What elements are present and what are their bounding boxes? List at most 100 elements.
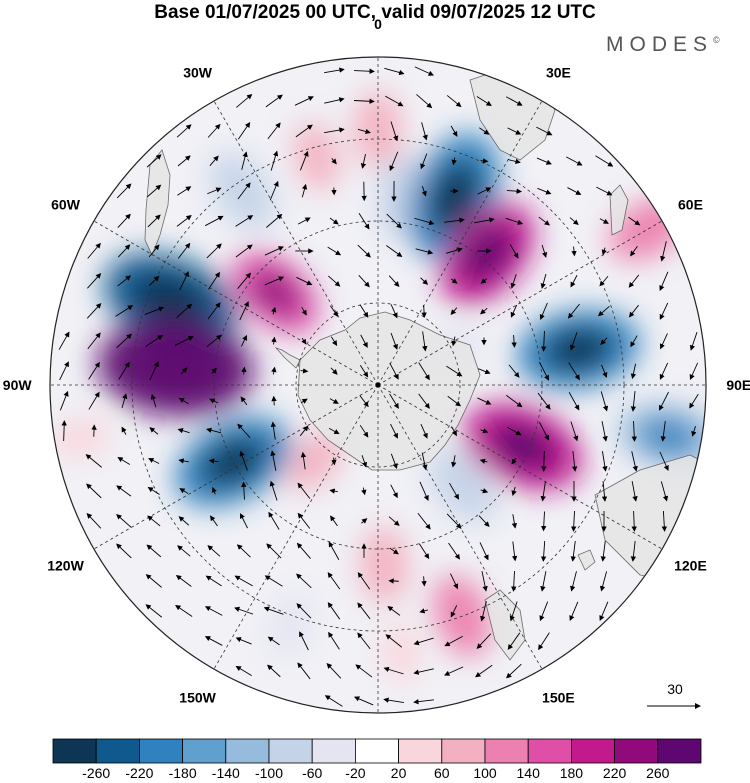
wind-arrow bbox=[209, 155, 219, 167]
wind-arrow bbox=[116, 183, 132, 199]
wind-arrow bbox=[176, 215, 192, 227]
wind-arrow bbox=[421, 186, 427, 197]
wind-arrow bbox=[299, 631, 309, 651]
wind-arrow bbox=[508, 364, 520, 378]
wind-arrow bbox=[330, 305, 339, 317]
wind-arrow bbox=[444, 666, 464, 676]
wind-arrow bbox=[266, 543, 282, 559]
colorbar-tick-label: 100 bbox=[473, 765, 497, 781]
wind-arrow bbox=[420, 423, 428, 439]
wind-arrow bbox=[296, 276, 313, 286]
colorbar-tick-label: -100 bbox=[255, 765, 283, 781]
copyright-mark: © bbox=[713, 35, 720, 45]
wind-arrow bbox=[180, 367, 188, 375]
wind-arrow bbox=[478, 515, 490, 527]
wind-arrow bbox=[414, 66, 434, 76]
wind-arrow bbox=[263, 606, 284, 615]
wind-arrow bbox=[330, 367, 338, 375]
wind-arrow bbox=[361, 518, 368, 524]
wind-arrow bbox=[177, 155, 191, 167]
wind-arrow bbox=[660, 241, 667, 262]
wind-arrow bbox=[383, 666, 404, 675]
wind-arrow bbox=[148, 458, 160, 464]
wind-arrow bbox=[87, 332, 101, 350]
longitude-label: 150E bbox=[542, 689, 575, 705]
meridian-line bbox=[213, 384, 379, 670]
wind-arrow bbox=[507, 426, 522, 436]
longitude-label: 120W bbox=[47, 557, 84, 573]
wind-arrow bbox=[538, 632, 550, 651]
wind-arrow bbox=[505, 96, 523, 106]
wind-arrow bbox=[509, 243, 519, 259]
colorbar-swatch bbox=[657, 738, 702, 764]
wind-arrow bbox=[296, 542, 311, 559]
colorbar: -260 -220 -180 -140 -100 -60 -20 20 60 100 140 180 2… bbox=[52, 738, 702, 781]
wind-arrow bbox=[327, 602, 341, 620]
wind-arrow bbox=[357, 602, 371, 620]
wind-arrow bbox=[570, 421, 579, 442]
wind-arrow bbox=[539, 601, 549, 622]
colorbar-tick-label: 180 bbox=[560, 765, 584, 781]
wind-arrow bbox=[660, 421, 666, 442]
wind-arrow bbox=[418, 362, 430, 381]
wind-arrow bbox=[511, 570, 517, 592]
wind-arrow bbox=[149, 427, 159, 435]
wind-arrow bbox=[481, 571, 488, 592]
wind-arrow bbox=[446, 513, 462, 529]
wind-arrow bbox=[420, 277, 429, 285]
colorbar-swatch bbox=[225, 738, 270, 764]
wind-arrow bbox=[360, 153, 367, 169]
wind-arrow bbox=[115, 305, 134, 317]
wind-arrow bbox=[146, 544, 162, 558]
wind-arrow bbox=[207, 302, 221, 320]
wind-arrow bbox=[476, 633, 492, 649]
wind-arrow bbox=[389, 393, 399, 409]
wind-arrow bbox=[601, 481, 608, 502]
wind-arrow bbox=[150, 393, 157, 408]
wind-arrow bbox=[148, 275, 160, 286]
wind-arrow bbox=[450, 278, 458, 284]
anomaly-core bbox=[461, 226, 514, 283]
wind-arrow bbox=[415, 248, 434, 255]
wind-arrow bbox=[178, 516, 190, 526]
wind-arrow bbox=[569, 217, 579, 226]
wind-arrow bbox=[353, 696, 374, 706]
wind-arrow bbox=[479, 542, 489, 561]
wind-arrow bbox=[235, 665, 252, 676]
colorbar-swatch bbox=[571, 738, 616, 764]
wind-arrow bbox=[264, 575, 283, 587]
wind-arrow bbox=[390, 453, 398, 470]
antarctic-peninsula bbox=[274, 347, 301, 369]
wind-arrow bbox=[209, 398, 219, 404]
wind-arrow bbox=[661, 510, 668, 532]
wind-arrow bbox=[300, 368, 309, 374]
wind-arrow bbox=[566, 156, 583, 166]
wind-arrow bbox=[480, 307, 488, 315]
wind-arrow bbox=[237, 272, 251, 289]
wind-arrow bbox=[327, 246, 342, 256]
wind-arrow bbox=[479, 127, 490, 135]
wind-arrow bbox=[87, 273, 102, 289]
wind-arrow bbox=[121, 393, 128, 409]
wind-arrow bbox=[208, 271, 220, 290]
wind-arrow bbox=[596, 186, 613, 196]
wind-arrow bbox=[451, 455, 457, 468]
wind-arrow bbox=[330, 515, 338, 527]
latitude-circle bbox=[295, 302, 461, 468]
wind-arrow bbox=[413, 637, 434, 646]
wind-arrow bbox=[569, 332, 578, 351]
wind-arrow bbox=[237, 182, 251, 200]
wind-arrow bbox=[270, 421, 277, 440]
wind-arrow bbox=[570, 275, 578, 288]
wind-arrow bbox=[413, 668, 434, 675]
wind-arrow bbox=[234, 575, 253, 587]
wind-arrow bbox=[414, 217, 435, 226]
wind-arrow bbox=[421, 122, 428, 141]
wind-arrow bbox=[480, 158, 489, 164]
longitude-label: 90E bbox=[726, 377, 750, 393]
wind-arrow bbox=[388, 275, 400, 287]
wind-arrow bbox=[511, 486, 517, 497]
wind-arrow bbox=[631, 481, 638, 502]
wind-arrow bbox=[147, 515, 161, 527]
wind-arrow bbox=[88, 391, 100, 410]
